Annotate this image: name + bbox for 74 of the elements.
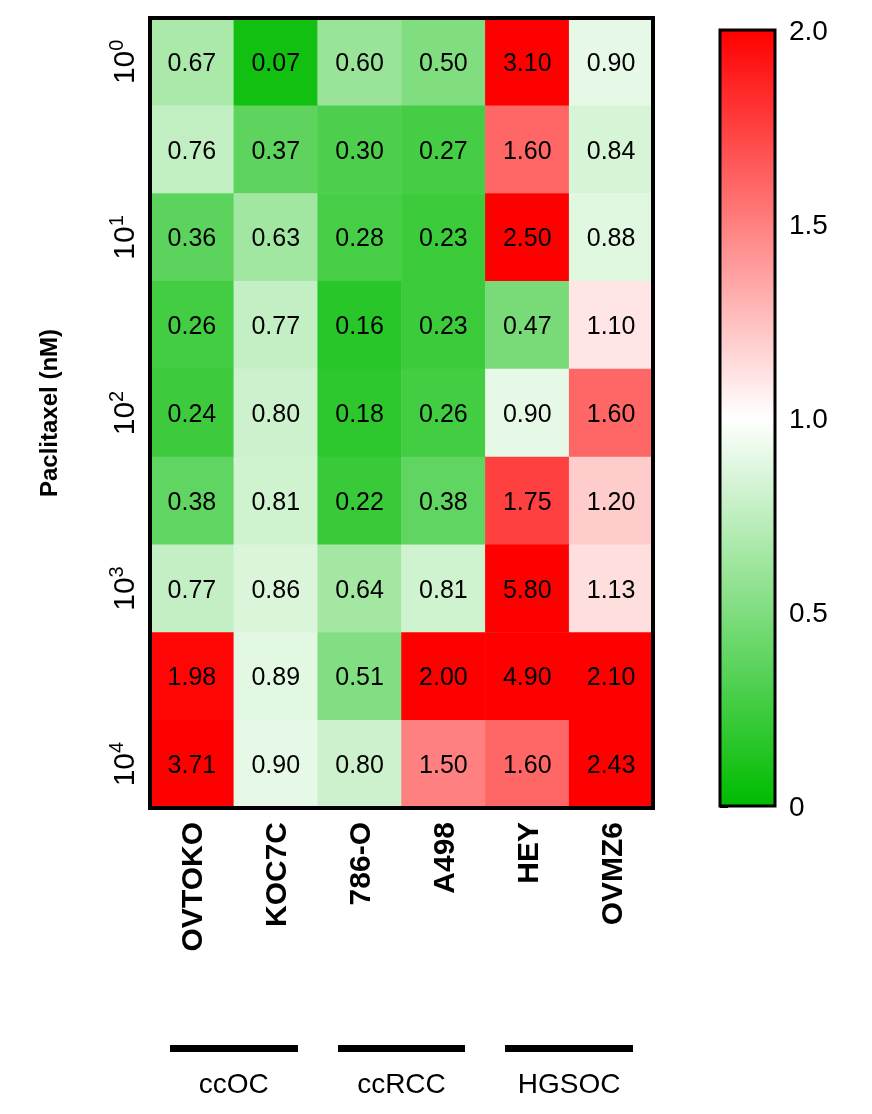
data-label: 0.50 bbox=[419, 47, 468, 76]
color-bar-label: 0.5 bbox=[789, 596, 828, 628]
color-bar-label: 2.0 bbox=[789, 14, 828, 46]
data-label: 1.60 bbox=[502, 750, 552, 779]
data-label: 0.89 bbox=[251, 662, 301, 691]
data-label: 0.23 bbox=[419, 311, 468, 340]
data-label: 5.80 bbox=[502, 574, 552, 603]
data-label: 0.81 bbox=[251, 486, 301, 515]
y-axis-title: Paclitaxel (nM) bbox=[34, 328, 62, 498]
data-label: 0.77 bbox=[251, 311, 301, 340]
x-tick-label: OVTOKO bbox=[175, 822, 209, 952]
data-label: 0.67 bbox=[167, 47, 217, 76]
data-label: 0.18 bbox=[335, 399, 384, 427]
x-tick-label: HEY bbox=[510, 822, 544, 884]
data-label: 0.84 bbox=[586, 135, 636, 164]
data-label: 4.90 bbox=[502, 662, 552, 691]
data-label: 3.71 bbox=[167, 750, 217, 779]
data-label: 0.22 bbox=[335, 486, 384, 515]
data-label: 0.88 bbox=[586, 223, 636, 252]
data-label: 1.20 bbox=[586, 486, 636, 515]
color-bar-label: 1.0 bbox=[789, 402, 828, 434]
data-label: 3.10 bbox=[502, 47, 552, 76]
data-label: 1.60 bbox=[502, 135, 552, 164]
text: ccOC bbox=[197, 1068, 270, 1100]
data-label: 0.38 bbox=[419, 486, 468, 515]
data-label: 0.80 bbox=[251, 399, 301, 427]
text: ccRCC bbox=[356, 1068, 447, 1100]
x-tick-label: KOC7C bbox=[259, 822, 293, 928]
data-label: 1.10 bbox=[586, 311, 636, 340]
x-tick-label: A498 bbox=[426, 822, 460, 894]
data-label: 0.27 bbox=[419, 135, 468, 164]
data-label: 0.38 bbox=[167, 486, 217, 515]
color-bar-label: 0 bbox=[789, 790, 805, 822]
data-label: 0.63 bbox=[251, 223, 301, 252]
data-label: 2.00 bbox=[419, 662, 468, 691]
data-label: 1.50 bbox=[419, 750, 468, 779]
data-label: 2.10 bbox=[586, 662, 636, 691]
y-tick-label: 102 bbox=[105, 390, 140, 436]
y-tick-label: 101 bbox=[105, 215, 140, 260]
text: HGSOC bbox=[516, 1068, 622, 1100]
x-tick-label: OVMZ6 bbox=[594, 822, 628, 926]
data-label: 0.30 bbox=[335, 135, 384, 164]
data-label: 0.26 bbox=[167, 311, 217, 340]
data-label: 2.50 bbox=[502, 223, 552, 252]
data-label: 0.07 bbox=[251, 47, 301, 76]
color-bar-label: 1.5 bbox=[789, 208, 828, 240]
data-label: 1.13 bbox=[586, 574, 636, 603]
data-label: 0.80 bbox=[335, 750, 384, 779]
data-label: 0.77 bbox=[167, 574, 217, 603]
data-label: 0.90 bbox=[586, 47, 636, 76]
data-label: 0.76 bbox=[167, 135, 217, 164]
y-tick-label: 103 bbox=[105, 566, 140, 611]
data-label: 0.16 bbox=[335, 311, 384, 340]
data-label: 0.23 bbox=[419, 223, 468, 252]
data-label: 1.98 bbox=[167, 662, 217, 691]
data-label: 0.86 bbox=[251, 574, 301, 603]
data-label: 2.43 bbox=[586, 750, 636, 779]
data-label: 0.81 bbox=[419, 574, 468, 603]
data-label: 0.60 bbox=[335, 47, 384, 76]
data-label: 1.60 bbox=[586, 399, 636, 427]
data-label: 0.64 bbox=[335, 574, 384, 603]
y-tick-label: 100 bbox=[105, 39, 140, 85]
data-label: 0.90 bbox=[502, 399, 552, 427]
data-label: 0.24 bbox=[167, 399, 217, 427]
data-label: 0.26 bbox=[419, 399, 468, 427]
x-tick-label: 786-O bbox=[343, 822, 377, 906]
data-label: 0.37 bbox=[251, 135, 301, 164]
data-label: 0.36 bbox=[167, 223, 217, 252]
y-tick-label: 104 bbox=[105, 741, 140, 787]
data-label: 1.75 bbox=[502, 486, 552, 515]
data-label: 0.90 bbox=[251, 750, 301, 779]
data-label: 0.28 bbox=[335, 223, 384, 252]
data-label: 0.47 bbox=[502, 311, 552, 340]
data-label: 0.51 bbox=[335, 662, 384, 691]
